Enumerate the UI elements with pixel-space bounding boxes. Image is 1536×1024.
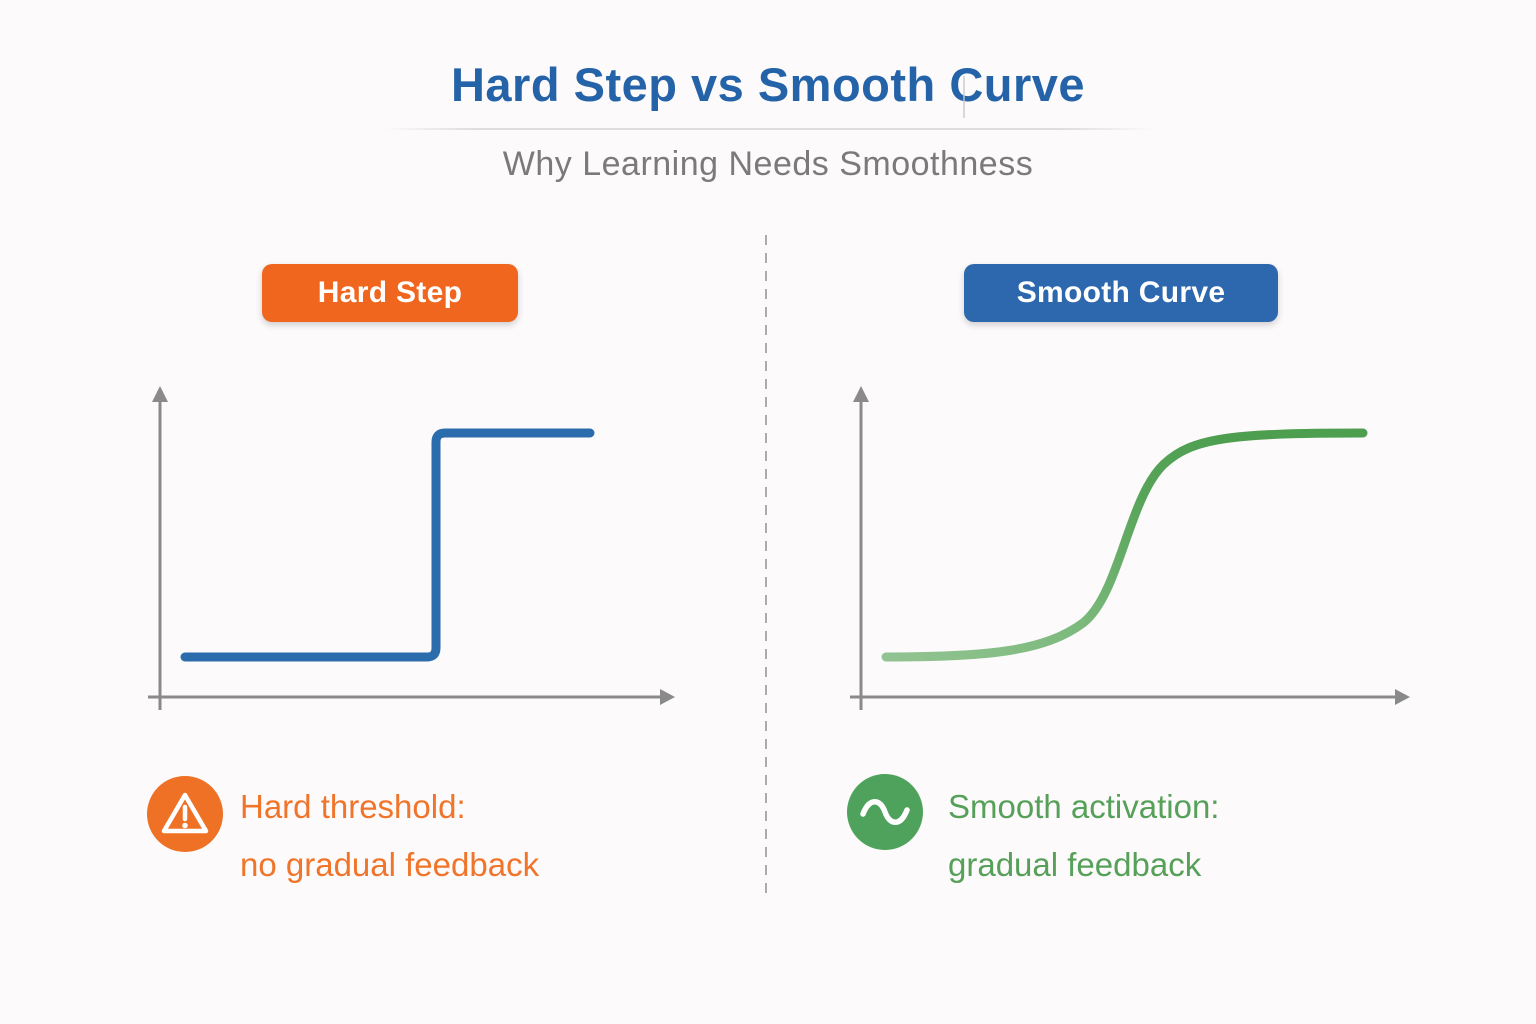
- step-function-line: [180, 428, 595, 662]
- smooth-circle: [847, 774, 923, 850]
- text-cursor-artifact: [963, 76, 965, 118]
- sine-wave-icon: [860, 799, 910, 825]
- smooth-curve-chart: [850, 386, 1410, 710]
- smooth-curve-badge: Smooth Curve: [964, 264, 1278, 322]
- x-axis-arrow-icon: [1395, 689, 1410, 705]
- x-axis-arrow-icon: [660, 689, 675, 705]
- title-underline: [383, 128, 1153, 130]
- y-axis-arrow-icon: [853, 386, 869, 402]
- hard-step-caption-line2: no gradual feedback: [240, 846, 540, 883]
- y-axis-arrow-icon: [152, 386, 168, 402]
- smooth-curve-caption-line1: Smooth activation:: [948, 788, 1220, 825]
- warning-circle: [147, 776, 223, 852]
- hard-step-badge-label: Hard Step: [317, 276, 463, 309]
- hard-step-chart: [148, 386, 675, 710]
- page-title: Hard Step vs Smooth Curve: [450, 58, 1086, 111]
- sigmoid-line: [881, 428, 1368, 662]
- hard-step-badge: Hard Step: [262, 264, 518, 322]
- smooth-curve-caption-line2: gradual feedback: [948, 846, 1202, 883]
- right-chart-axes: [850, 386, 1410, 710]
- left-chart-axes: [148, 386, 675, 710]
- panel-divider: [765, 235, 767, 900]
- smooth-curve-badge-label: Smooth Curve: [1016, 276, 1226, 309]
- smooth-curve-caption: Smooth activation: gradual feedback: [948, 778, 1219, 894]
- hard-step-caption: Hard threshold: no gradual feedback: [240, 778, 539, 894]
- hard-step-caption-line1: Hard threshold:: [240, 788, 466, 825]
- page-subtitle: Why Learning Needs Smoothness: [502, 145, 1034, 183]
- warning-triangle-icon: [161, 792, 209, 834]
